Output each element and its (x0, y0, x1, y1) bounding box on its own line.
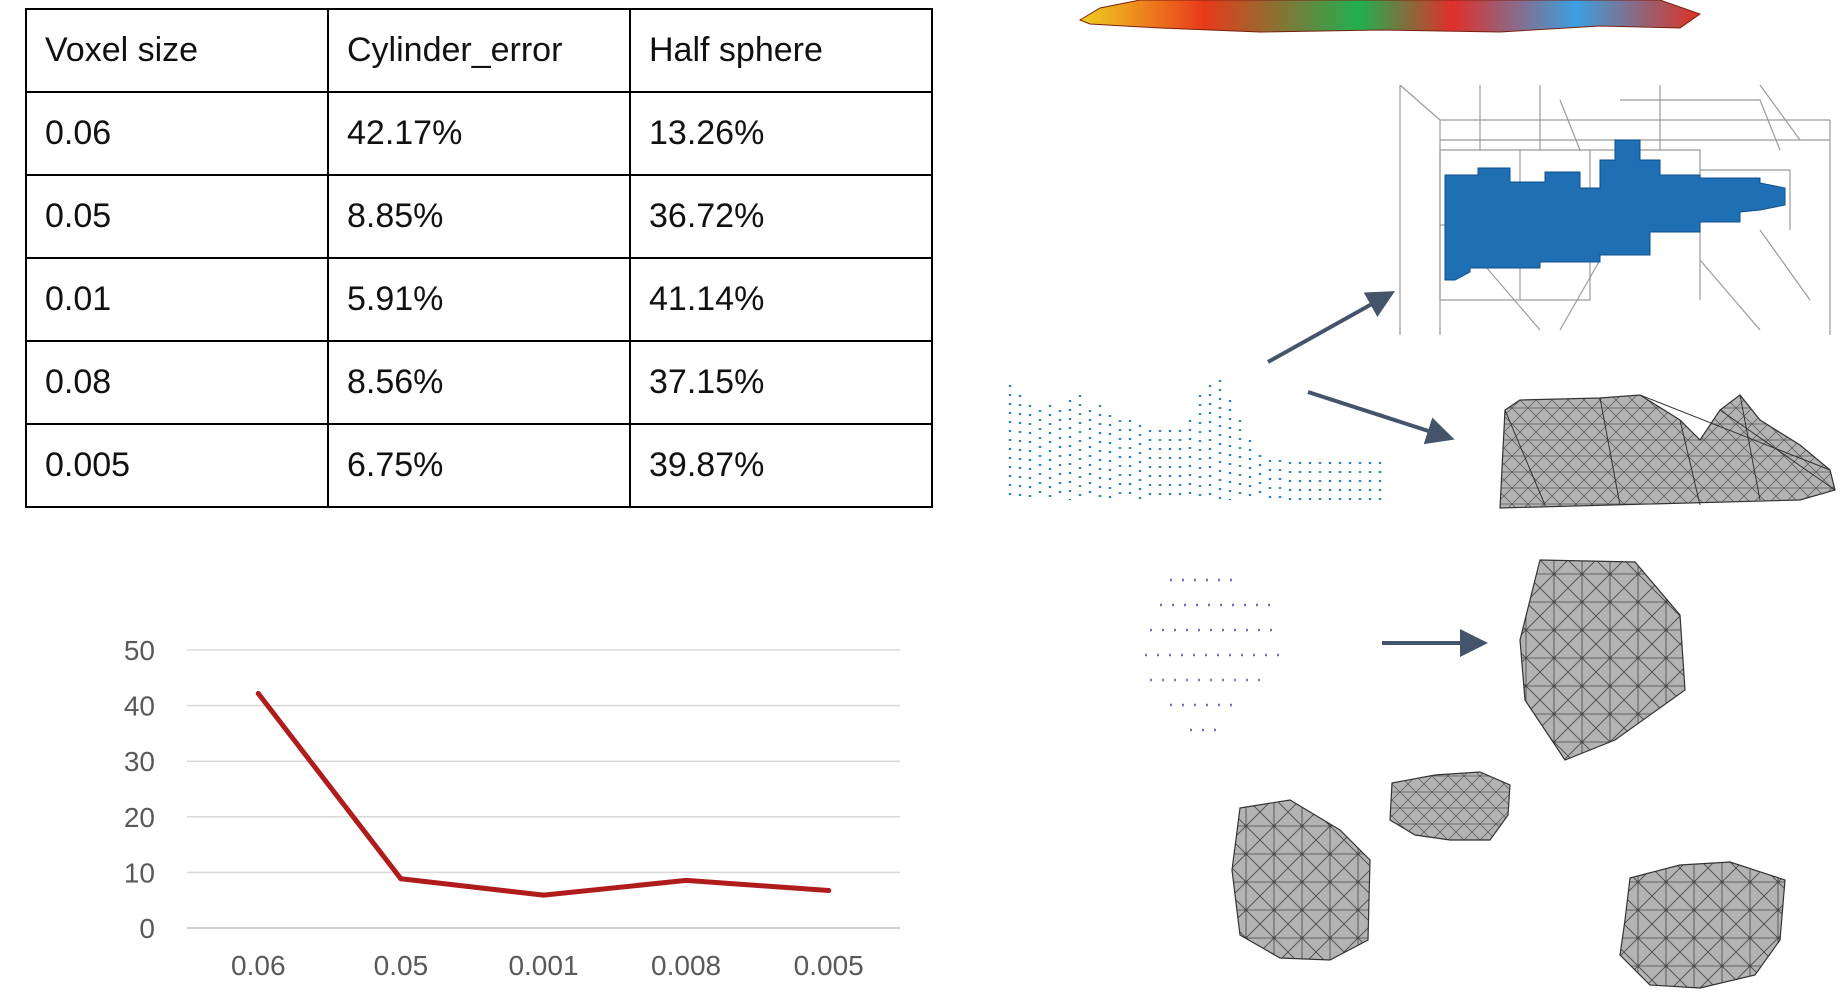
data-point (541, 892, 546, 898)
error-line-chart: 0 10 20 30 40 50 0.06 0.05 0.001 0.008 0.005 (124, 635, 900, 981)
building-point-cloud (1008, 380, 1382, 500)
stone-mesh-image (1389, 771, 1511, 841)
x-tick-label: 0.001 (508, 950, 578, 981)
table-cell: 8.85% (327, 174, 631, 259)
table-cell: 0.05 (25, 174, 329, 259)
sphere-point-cloud (1145, 578, 1280, 732)
y-tick-label: 50 (124, 635, 155, 666)
table-row: 0.05 8.85% 36.72% (25, 174, 933, 259)
data-point (255, 691, 261, 697)
data-point (683, 877, 689, 883)
table-header-row: Voxel size Cylinder_error Half sphere (25, 8, 933, 93)
x-tick-label: 0.005 (794, 950, 864, 981)
table-cell: 0.06 (25, 91, 329, 176)
table-row: 0.005 6.75% 39.87% (25, 423, 933, 508)
heatmap-surface-image (1078, 0, 1702, 33)
header-cell: Cylinder_error (327, 8, 631, 93)
arrow-icon (1307, 390, 1455, 445)
data-point (398, 876, 404, 882)
x-tick-label: 0.008 (651, 950, 721, 981)
x-tick-label: 0.06 (231, 950, 285, 981)
table-cell: 37.15% (629, 340, 933, 425)
stone-mesh-image (1619, 861, 1786, 989)
arrow-icon (1267, 291, 1395, 364)
x-tick-label: 0.05 (374, 950, 429, 981)
y-tick-label: 30 (124, 746, 155, 777)
table-cell: 39.87% (629, 423, 933, 508)
table-cell: 0.08 (25, 340, 329, 425)
building-mesh-image (1499, 394, 1836, 509)
table-cell: 0.005 (25, 423, 329, 508)
y-tick-label: 0 (139, 913, 155, 944)
header-cell: Half sphere (629, 8, 933, 93)
table-cell: 42.17% (327, 91, 631, 176)
table-cell: 36.72% (629, 174, 933, 259)
voxel-fill-shape (1444, 139, 1786, 281)
results-table: Voxel size Cylinder_error Half sphere 0.… (25, 8, 933, 508)
table-cell: 0.01 (25, 257, 329, 342)
stone-mesh-image (1231, 799, 1371, 961)
table-cell: 41.14% (629, 257, 933, 342)
table-cell: 6.75% (327, 423, 631, 508)
table-row: 0.01 5.91% 41.14% (25, 257, 933, 342)
y-tick-label: 20 (124, 802, 155, 833)
table-cell: 8.56% (327, 340, 631, 425)
data-point (826, 887, 832, 893)
table-cell: 13.26% (629, 91, 933, 176)
process-arrows (1267, 291, 1488, 657)
y-tick-label: 10 (124, 857, 155, 888)
table-cell: 5.91% (327, 257, 631, 342)
y-tick-label: 40 (124, 691, 155, 722)
voxel-octree-image (1399, 84, 1831, 335)
half-sphere-mesh-image (1519, 559, 1686, 761)
table-row: 0.08 8.56% 37.15% (25, 340, 933, 425)
header-cell: Voxel size (25, 8, 329, 93)
table-row: 0.06 42.17% 13.26% (25, 91, 933, 176)
